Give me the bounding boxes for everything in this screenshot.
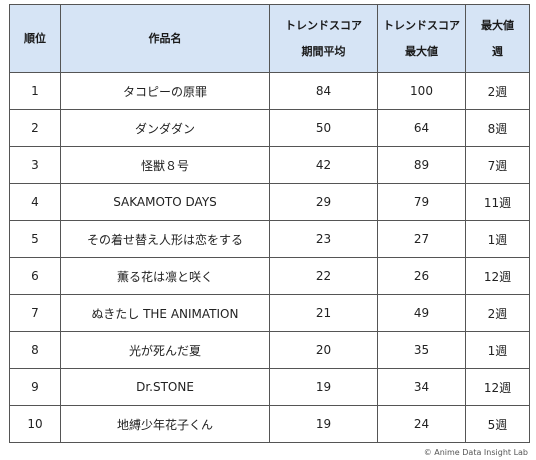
table-row: 9 Dr.STONE 19 34 12週 xyxy=(9,368,530,406)
header-trend-score-average: トレンドスコア 期間平均 xyxy=(269,4,378,73)
title-cell: 怪獣８号 xyxy=(60,146,270,184)
title-cell: タコピーの原罪 xyxy=(60,72,270,110)
rank-cell: 7 xyxy=(9,294,61,332)
max-week-cell: 12週 xyxy=(465,368,530,406)
table-row: 4 SAKAMOTO DAYS 29 79 11週 xyxy=(9,183,530,221)
title-cell: Dr.STONE xyxy=(60,368,270,406)
header-max-line2: 最大値 xyxy=(405,44,438,58)
average-score-cell: 19 xyxy=(269,368,378,406)
title-cell: 光が死んだ夏 xyxy=(60,331,270,369)
title-cell: SAKAMOTO DAYS xyxy=(60,183,270,221)
header-row: 順位 作品名 トレンドスコア 期間平均 トレンドスコア 最大値 最大値 週 xyxy=(9,4,530,73)
table-header: 順位 作品名 トレンドスコア 期間平均 トレンドスコア 最大値 最大値 週 xyxy=(9,4,530,73)
title-cell: ダンダダン xyxy=(60,109,270,147)
header-week-line1: 最大値 xyxy=(481,18,514,32)
max-week-cell: 1週 xyxy=(465,220,530,258)
title-cell: ぬきたし THE ANIMATION xyxy=(60,294,270,332)
max-week-cell: 2週 xyxy=(465,294,530,332)
header-max-line1: トレンドスコア xyxy=(383,18,460,32)
copyright-notice: © Anime Data Insight Lab xyxy=(423,448,528,457)
average-score-cell: 84 xyxy=(269,72,378,110)
max-week-cell: 11週 xyxy=(465,183,530,221)
rank-cell: 8 xyxy=(9,331,61,369)
table-row: 2 ダンダダン 50 64 8週 xyxy=(9,109,530,147)
average-score-cell: 19 xyxy=(269,405,378,443)
rank-cell: 2 xyxy=(9,109,61,147)
header-trend-score-max: トレンドスコア 最大値 xyxy=(377,4,466,73)
rank-cell: 9 xyxy=(9,368,61,406)
header-week-line2: 週 xyxy=(492,44,503,58)
max-score-cell: 49 xyxy=(377,294,466,332)
rank-cell: 1 xyxy=(9,72,61,110)
table-row: 6 薫る花は凛と咲く 22 26 12週 xyxy=(9,257,530,295)
header-title: 作品名 xyxy=(60,4,270,73)
header-rank: 順位 xyxy=(9,4,61,73)
table-row: 8 光が死んだ夏 20 35 1週 xyxy=(9,331,530,369)
max-score-cell: 64 xyxy=(377,109,466,147)
rank-cell: 3 xyxy=(9,146,61,184)
max-week-cell: 2週 xyxy=(465,72,530,110)
average-score-cell: 21 xyxy=(269,294,378,332)
max-score-cell: 24 xyxy=(377,405,466,443)
title-cell: その着せ替え人形は恋をする xyxy=(60,220,270,258)
ranking-table: 順位 作品名 トレンドスコア 期間平均 トレンドスコア 最大値 最大値 週 1 … xyxy=(9,4,530,443)
table-row: 3 怪獣８号 42 89 7週 xyxy=(9,146,530,184)
max-week-cell: 12週 xyxy=(465,257,530,295)
average-score-cell: 29 xyxy=(269,183,378,221)
table-row: 5 その着せ替え人形は恋をする 23 27 1週 xyxy=(9,220,530,258)
average-score-cell: 50 xyxy=(269,109,378,147)
header-avg-line2: 期間平均 xyxy=(301,44,346,58)
rank-cell: 5 xyxy=(9,220,61,258)
max-week-cell: 8週 xyxy=(465,109,530,147)
max-week-cell: 1週 xyxy=(465,331,530,369)
table-row: 7 ぬきたし THE ANIMATION 21 49 2週 xyxy=(9,294,530,332)
average-score-cell: 20 xyxy=(269,331,378,369)
average-score-cell: 23 xyxy=(269,220,378,258)
max-score-cell: 35 xyxy=(377,331,466,369)
header-avg-line1: トレンドスコア xyxy=(285,18,362,32)
average-score-cell: 42 xyxy=(269,146,378,184)
table-row: 1 タコピーの原罪 84 100 2週 xyxy=(9,72,530,110)
max-score-cell: 79 xyxy=(377,183,466,221)
average-score-cell: 22 xyxy=(269,257,378,295)
rank-cell: 4 xyxy=(9,183,61,221)
max-score-cell: 26 xyxy=(377,257,466,295)
rank-cell: 10 xyxy=(9,405,61,443)
max-score-cell: 34 xyxy=(377,368,466,406)
max-week-cell: 7週 xyxy=(465,146,530,184)
table-row: 10 地縛少年花子くん 19 24 5週 xyxy=(9,405,530,443)
rank-cell: 6 xyxy=(9,257,61,295)
header-max-week: 最大値 週 xyxy=(465,4,530,73)
title-cell: 薫る花は凛と咲く xyxy=(60,257,270,295)
title-cell: 地縛少年花子くん xyxy=(60,405,270,443)
max-score-cell: 89 xyxy=(377,146,466,184)
max-score-cell: 27 xyxy=(377,220,466,258)
max-score-cell: 100 xyxy=(377,72,466,110)
max-week-cell: 5週 xyxy=(465,405,530,443)
table-body: 1 タコピーの原罪 84 100 2週 2 ダンダダン 50 64 8週 3 怪… xyxy=(9,72,530,443)
